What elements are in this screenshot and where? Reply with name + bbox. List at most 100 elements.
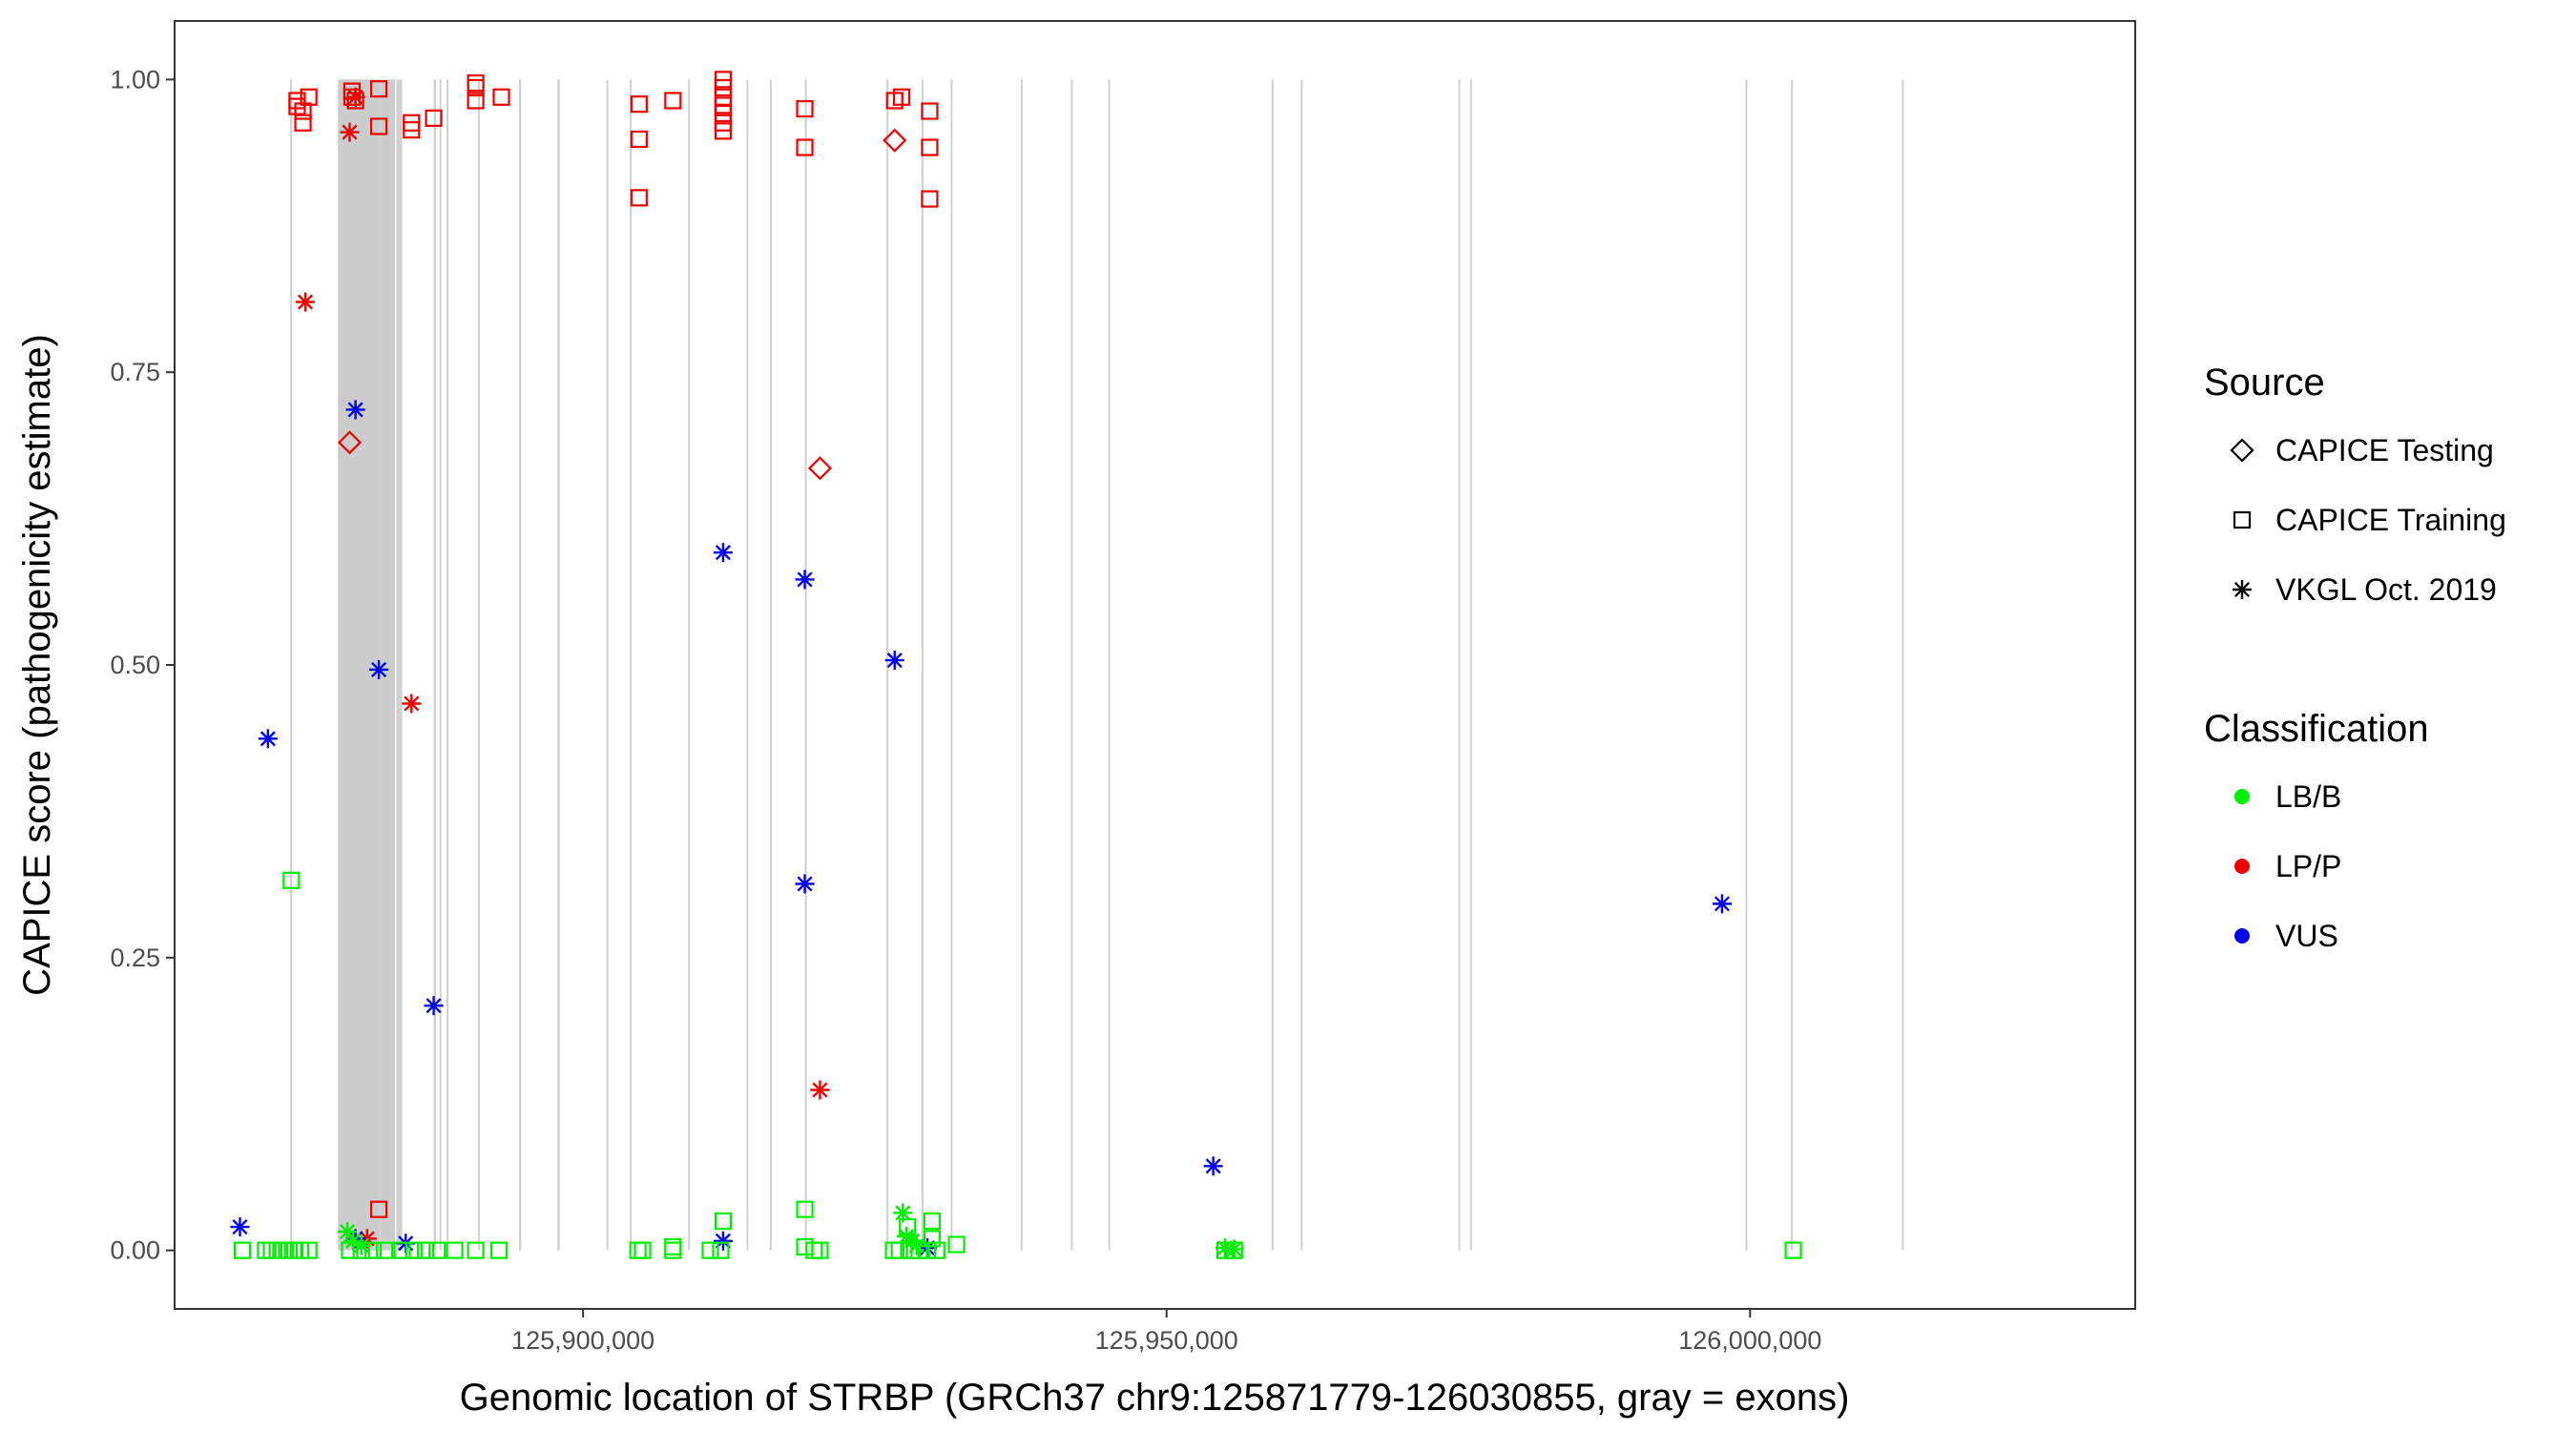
exon-line (1271, 79, 1274, 1251)
square-marker (467, 73, 485, 93)
data-point (257, 1241, 275, 1259)
data-point (294, 114, 312, 132)
data-point (712, 1241, 730, 1259)
square-marker (341, 1241, 359, 1259)
exon-highlight-band (338, 79, 396, 1251)
exon-line (1020, 79, 1023, 1251)
diamond-marker (2230, 438, 2254, 463)
asterisk-stroke (347, 402, 364, 418)
data-point (899, 1217, 917, 1236)
y-axis-title: CAPICE score (pathogenicity estimate) (16, 334, 58, 996)
legend-source-title: Source (2204, 362, 2325, 404)
square-marker (921, 138, 939, 156)
square-marker (796, 1200, 814, 1218)
data-points-layer (230, 71, 1802, 1259)
square-legend-key (2233, 510, 2252, 529)
data-point (424, 996, 444, 1016)
data-point (918, 1241, 937, 1259)
data-point (701, 1241, 719, 1259)
square-marker (467, 1241, 485, 1259)
exon-line (804, 79, 807, 1251)
exon-line (688, 79, 691, 1251)
data-point (664, 1237, 682, 1256)
data-point (921, 138, 939, 156)
diamond-legend-key (2230, 438, 2254, 463)
data-point (634, 1241, 652, 1259)
square-marker (393, 1241, 411, 1259)
legend-source-entry: VKGL Oct. 2019 (2233, 572, 2497, 607)
data-point (345, 400, 365, 420)
exon-line (1070, 79, 1073, 1251)
square-marker (300, 1241, 318, 1259)
square-marker (425, 109, 443, 127)
square-marker (701, 1241, 719, 1259)
square-marker (352, 1241, 370, 1259)
square-marker (890, 1241, 908, 1259)
asterisk-stroke (345, 1233, 362, 1249)
x-tick-label: 125,950,000 (1095, 1326, 1238, 1355)
data-point (369, 80, 388, 98)
data-point (1215, 1241, 1234, 1259)
asterisk-stroke (895, 1205, 911, 1221)
data-point (796, 99, 814, 118)
asterisk-stroke (1226, 1241, 1242, 1257)
asterisk-stroke (371, 661, 387, 677)
exon-line (1745, 79, 1748, 1251)
data-point (796, 138, 814, 156)
asterisk-stroke (1205, 1158, 1221, 1174)
square-marker (416, 1241, 435, 1259)
exon-line (886, 79, 889, 1251)
square-marker (300, 88, 318, 106)
legend-source-entry: CAPICE Training (2233, 503, 2506, 537)
legend-class-entry: LB/B (2234, 779, 2341, 814)
square-marker (288, 92, 306, 110)
exon-line (478, 79, 481, 1251)
square-marker (921, 190, 939, 208)
data-point (369, 1200, 388, 1218)
exon-lines-layer (290, 79, 1904, 1251)
square-marker (796, 138, 814, 156)
data-point (927, 1241, 945, 1259)
square-marker (2233, 510, 2252, 529)
data-point (258, 729, 278, 749)
asterisk-stroke (886, 653, 903, 669)
asterisk-stroke (426, 998, 442, 1014)
square-marker (714, 78, 733, 97)
square-marker (923, 1212, 941, 1231)
data-point (1712, 894, 1732, 914)
color-dot-legend-key (2234, 859, 2250, 874)
data-point (343, 82, 362, 100)
data-point (489, 1241, 509, 1259)
square-marker (262, 1241, 280, 1259)
square-marker (467, 92, 485, 110)
data-point (300, 1241, 318, 1259)
data-point (714, 122, 733, 140)
data-point (425, 109, 443, 127)
plot-panel-border (174, 20, 2136, 1310)
square-marker (294, 102, 312, 120)
asterisk-stroke (1714, 896, 1731, 912)
axes-layer: 0.00 0.25 0.50 0.75 1.00 125,900,000 125,950,0… (110, 65, 1821, 1355)
square-marker (233, 1241, 252, 1259)
square-marker (369, 117, 388, 135)
data-point (428, 1241, 447, 1259)
square-marker (629, 1241, 647, 1259)
square-marker (714, 104, 733, 123)
square-marker (268, 1241, 286, 1259)
square-marker (280, 1241, 298, 1259)
square-marker (811, 1241, 829, 1259)
square-marker (294, 114, 312, 132)
asterisk-stroke (715, 545, 731, 561)
square-marker (805, 1241, 823, 1259)
data-point (883, 128, 907, 153)
legend-entry-label: CAPICE Training (2275, 503, 2506, 537)
data-point (230, 1217, 250, 1237)
legend-classification-title: Classification (2204, 708, 2429, 750)
diamond-marker (807, 456, 832, 481)
data-point (923, 1212, 941, 1231)
data-point (446, 1241, 464, 1259)
square-marker (446, 1241, 464, 1259)
data-point (364, 1241, 383, 1259)
data-point (262, 1241, 280, 1259)
